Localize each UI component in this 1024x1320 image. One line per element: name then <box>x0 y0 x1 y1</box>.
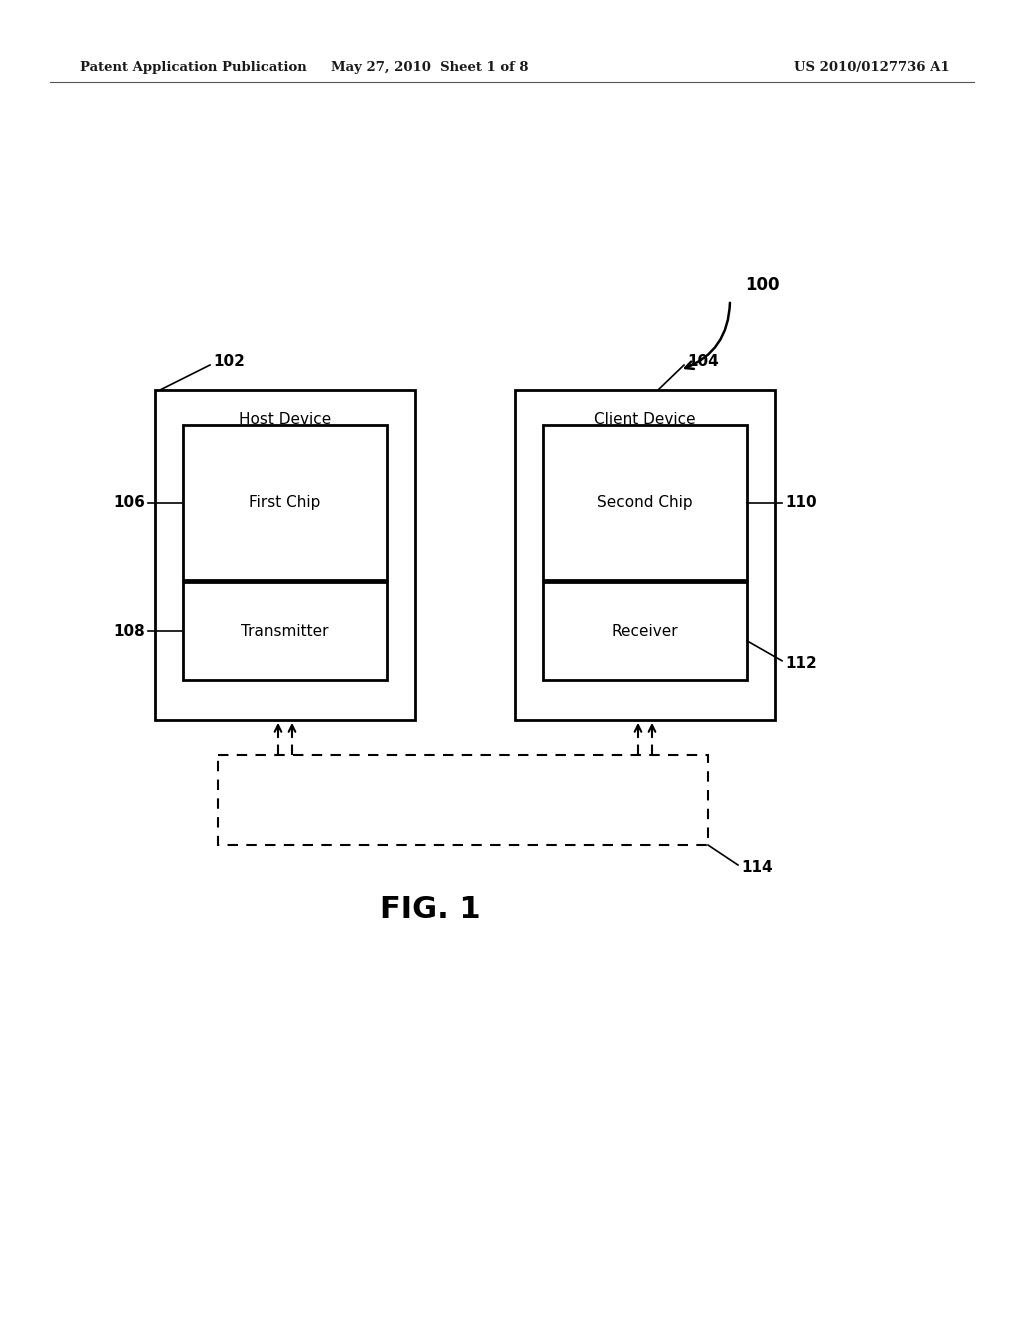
Bar <box>218 755 708 845</box>
Text: 114: 114 <box>741 861 773 875</box>
Bar <box>515 389 775 719</box>
Text: Patent Application Publication: Patent Application Publication <box>80 62 307 74</box>
Text: Receiver: Receiver <box>611 623 678 639</box>
Text: US 2010/0127736 A1: US 2010/0127736 A1 <box>795 62 950 74</box>
Text: 112: 112 <box>785 656 817 672</box>
Text: 108: 108 <box>114 623 145 639</box>
Text: Second Chip: Second Chip <box>597 495 693 510</box>
Text: 106: 106 <box>113 495 145 510</box>
Text: Client Device: Client Device <box>594 412 696 426</box>
Bar <box>155 389 415 719</box>
Text: 104: 104 <box>687 355 719 370</box>
Text: 110: 110 <box>785 495 816 510</box>
Text: FIG. 1: FIG. 1 <box>380 895 480 924</box>
Text: First Chip: First Chip <box>249 495 321 510</box>
Bar <box>543 582 746 680</box>
Bar <box>183 582 387 680</box>
Bar <box>543 425 746 579</box>
Text: 100: 100 <box>745 276 779 294</box>
Text: Transmitter: Transmitter <box>242 623 329 639</box>
Text: 102: 102 <box>213 355 245 370</box>
Text: May 27, 2010  Sheet 1 of 8: May 27, 2010 Sheet 1 of 8 <box>331 62 528 74</box>
Bar <box>183 425 387 579</box>
Text: Host Device: Host Device <box>239 412 331 426</box>
